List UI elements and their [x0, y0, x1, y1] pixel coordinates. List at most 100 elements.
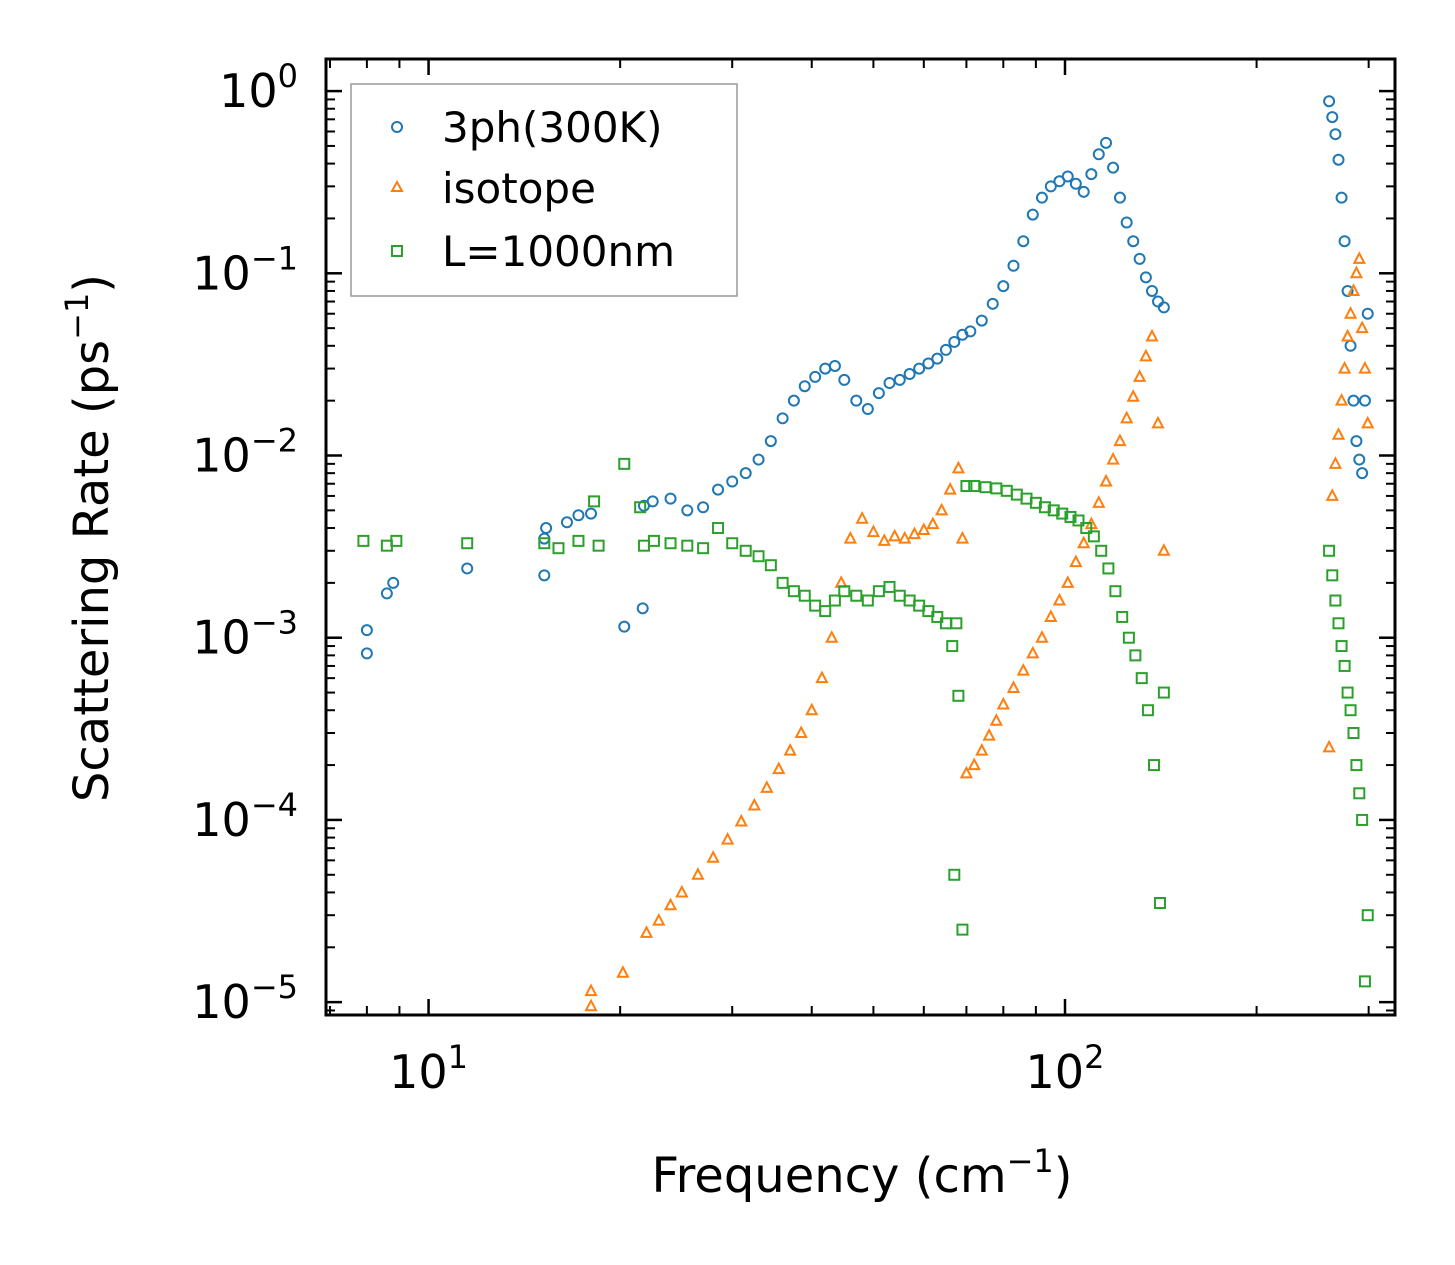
circle-point [538, 569, 551, 582]
square-point [950, 617, 963, 630]
y-tick-label: 100 [219, 57, 298, 118]
square-point [819, 605, 832, 618]
triangle-point [1113, 433, 1127, 447]
square-point [1344, 704, 1357, 717]
legend: 3ph(300K) isotope L=1000nm [350, 83, 738, 297]
triangle-point [1331, 427, 1346, 440]
square-point [948, 868, 961, 881]
triangle-point [843, 530, 858, 544]
triangle-point [772, 761, 786, 775]
circle-point [975, 314, 988, 327]
triangle-point [1346, 283, 1361, 296]
square-point [357, 534, 370, 547]
square-point [1326, 569, 1339, 582]
square-point [1353, 787, 1366, 800]
square-point [1350, 759, 1363, 772]
circle-point [1017, 235, 1030, 248]
square-point [1087, 530, 1100, 543]
square-point [1038, 501, 1051, 514]
triangle-point [675, 884, 689, 898]
square-point [1064, 510, 1077, 523]
square-point [739, 544, 752, 557]
circle-point [913, 362, 926, 375]
square-point [968, 480, 981, 493]
triangle-point [1139, 348, 1153, 362]
triangle-point [1145, 328, 1159, 342]
y-tick-label: 10−2 [192, 422, 298, 483]
square-point [828, 594, 841, 607]
y-axis-label: Scattering Rate (ps−1) [58, 274, 120, 802]
circle-point [1044, 180, 1057, 193]
circle-point [1157, 301, 1170, 314]
triangle-point [1343, 306, 1358, 319]
circle-point [1356, 467, 1369, 480]
circle-point [986, 297, 999, 310]
triangle-point [1355, 320, 1369, 334]
circle-point [540, 522, 553, 535]
triangle-point [639, 925, 654, 938]
triangle-point [855, 511, 869, 524]
square-point [1047, 504, 1060, 517]
triangle-point [877, 533, 891, 546]
square-point [764, 559, 777, 572]
triangle-point [996, 696, 1010, 710]
circle-point [1085, 168, 1098, 181]
triangle-point [1151, 415, 1165, 429]
square-point [956, 923, 969, 936]
circle-point [1092, 148, 1105, 161]
square-point [883, 580, 896, 593]
square-point [1122, 631, 1135, 644]
triangle-point [1358, 360, 1372, 374]
triangle-point [1052, 592, 1067, 606]
circle-point [560, 516, 573, 529]
circle-point [1358, 394, 1371, 407]
y-tick-label: 10−5 [192, 968, 298, 1029]
square-point [618, 457, 631, 470]
circle-point [461, 562, 474, 575]
square-point [588, 495, 601, 508]
triangle-point [584, 998, 598, 1012]
triangle-point [1006, 680, 1021, 693]
circle-point [1326, 111, 1339, 124]
square-point [634, 501, 647, 514]
legend-marker-l1000nm [391, 245, 403, 257]
circle-point [739, 467, 752, 480]
triangle-point [1334, 393, 1349, 406]
circle-point [1077, 185, 1090, 198]
triangle-point [747, 797, 762, 811]
circle-point [1133, 252, 1146, 265]
circle-point [850, 394, 863, 407]
circle-point [1146, 284, 1159, 297]
triangle-point [1322, 739, 1336, 753]
square-point [1329, 594, 1342, 607]
triangle-point [815, 670, 829, 684]
circle-point [798, 380, 811, 393]
triangle-point [1157, 543, 1171, 556]
triangle-point [584, 983, 598, 997]
triangle-point [1061, 575, 1075, 588]
triangle-point [975, 743, 989, 756]
circle-point [764, 435, 777, 448]
square-point [1356, 813, 1369, 826]
triangle-point [1035, 630, 1049, 643]
circle-point [1353, 453, 1366, 466]
triangle-point [1026, 645, 1040, 659]
square-point [1347, 726, 1360, 739]
triangle-point [926, 516, 940, 530]
triangle-point [616, 965, 630, 978]
triangle-point [1069, 554, 1083, 568]
triangle-point [1325, 488, 1339, 501]
circle-point [752, 453, 765, 466]
triangle-point [1016, 662, 1030, 676]
circle-point [838, 373, 851, 386]
triangle-point [805, 702, 819, 716]
circle-point [922, 357, 935, 370]
square-point [838, 585, 851, 598]
triangle-point [1340, 328, 1355, 342]
square-point [861, 594, 874, 607]
legend-label-l1000nm: L=1000nm [442, 227, 675, 276]
square-point [1080, 522, 1093, 535]
circle-point [1069, 177, 1082, 190]
legend-box [350, 83, 738, 297]
triangle-point [734, 813, 748, 827]
